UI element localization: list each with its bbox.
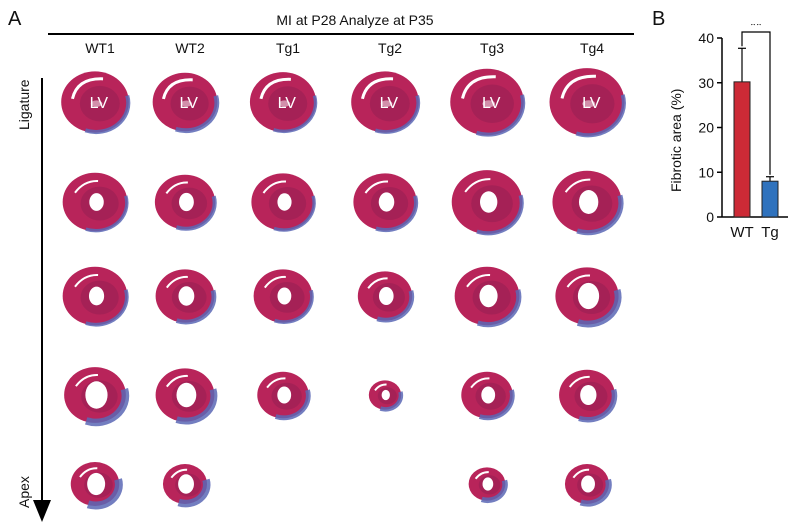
tissue-sections-grid: LV LV LV LV LV LV <box>61 68 626 510</box>
bar-tg <box>761 180 779 218</box>
heart-section-r1-c2: LV <box>152 72 220 134</box>
lv-label: LV <box>180 95 199 112</box>
heart-section-r5-c1 <box>70 462 123 510</box>
heart-section-r3-c1 <box>62 266 129 327</box>
y-tick-label: 20 <box>698 120 714 136</box>
lv-label: LV <box>582 95 601 112</box>
lv-label: LV <box>380 95 399 112</box>
heart-section-r3-c2 <box>155 269 217 325</box>
significance-bracket <box>741 31 771 175</box>
axis-arrowhead <box>33 500 51 522</box>
heart-section-r1-c3: LV <box>249 72 318 134</box>
heart-section-r4-c6 <box>559 369 618 423</box>
lv-label: LV <box>90 95 109 112</box>
heart-section-r2-c1 <box>62 172 129 233</box>
y-tick-label: 30 <box>698 75 714 91</box>
x-tick-label-tg: Tg <box>761 224 779 241</box>
heart-section-r2-c6 <box>552 170 624 236</box>
column-label-tg1: Tg1 <box>275 40 301 56</box>
column-label-tg3: Tg3 <box>479 40 505 56</box>
lv-label: LV <box>278 95 297 112</box>
heart-section-r2-c4 <box>353 173 419 233</box>
ligature-apex-axis-line <box>41 78 43 506</box>
y-tick-label: 0 <box>706 209 714 225</box>
significance-label: ** <box>750 24 762 34</box>
column-label-wt2: WT2 <box>175 40 205 56</box>
figure-header-title: MI at P28 Analyze at P35 <box>276 12 434 28</box>
x-tick-label-wt: WT <box>730 224 753 241</box>
heart-section-r2-c5 <box>451 170 524 236</box>
panel-a-label: A <box>8 8 22 30</box>
column-label-tg2: Tg2 <box>377 40 403 56</box>
axis-label-ligature: Ligature <box>16 79 32 130</box>
bar-wt <box>733 81 751 218</box>
heart-section-r4-c4 <box>368 380 404 412</box>
axis-label-apex: Apex <box>16 476 32 508</box>
fibrotic-area-bar-chart: 0 10 20 30 40 WT Tg ** <box>698 24 788 241</box>
column-label-tg4: Tg4 <box>579 40 605 56</box>
heart-section-r1-c4: LV <box>351 71 421 134</box>
heart-section-r1-c5: LV <box>450 68 526 137</box>
heart-section-r4-c3 <box>257 371 311 421</box>
y-tick-label: 40 <box>698 30 714 46</box>
heart-section-r4-c1 <box>64 367 130 427</box>
heart-section-r5-c2 <box>162 464 211 508</box>
heart-section-r3-c5 <box>454 266 522 328</box>
heart-section-r3-c3 <box>253 269 314 324</box>
heart-section-r2-c2 <box>154 174 217 231</box>
heart-section-r5-c5 <box>468 467 508 504</box>
column-label-wt1: WT1 <box>85 40 115 56</box>
y-tick-label: 10 <box>698 164 714 180</box>
heart-section-r4-c2 <box>155 368 218 425</box>
heart-section-r3-c6 <box>555 267 622 328</box>
heart-section-r2-c3 <box>251 173 316 232</box>
heart-section-r4-c5 <box>461 371 515 421</box>
lv-label: LV <box>482 95 501 112</box>
heart-section-r1-c1: LV <box>61 71 131 135</box>
panel-b-label: B <box>652 8 666 30</box>
heart-section-r3-c4 <box>357 271 415 323</box>
header-rule <box>48 33 634 35</box>
chart-ylabel: Fibrotic area (%) <box>668 88 684 192</box>
heart-section-r5-c6 <box>564 464 612 507</box>
heart-section-r1-c6: LV <box>549 68 626 138</box>
